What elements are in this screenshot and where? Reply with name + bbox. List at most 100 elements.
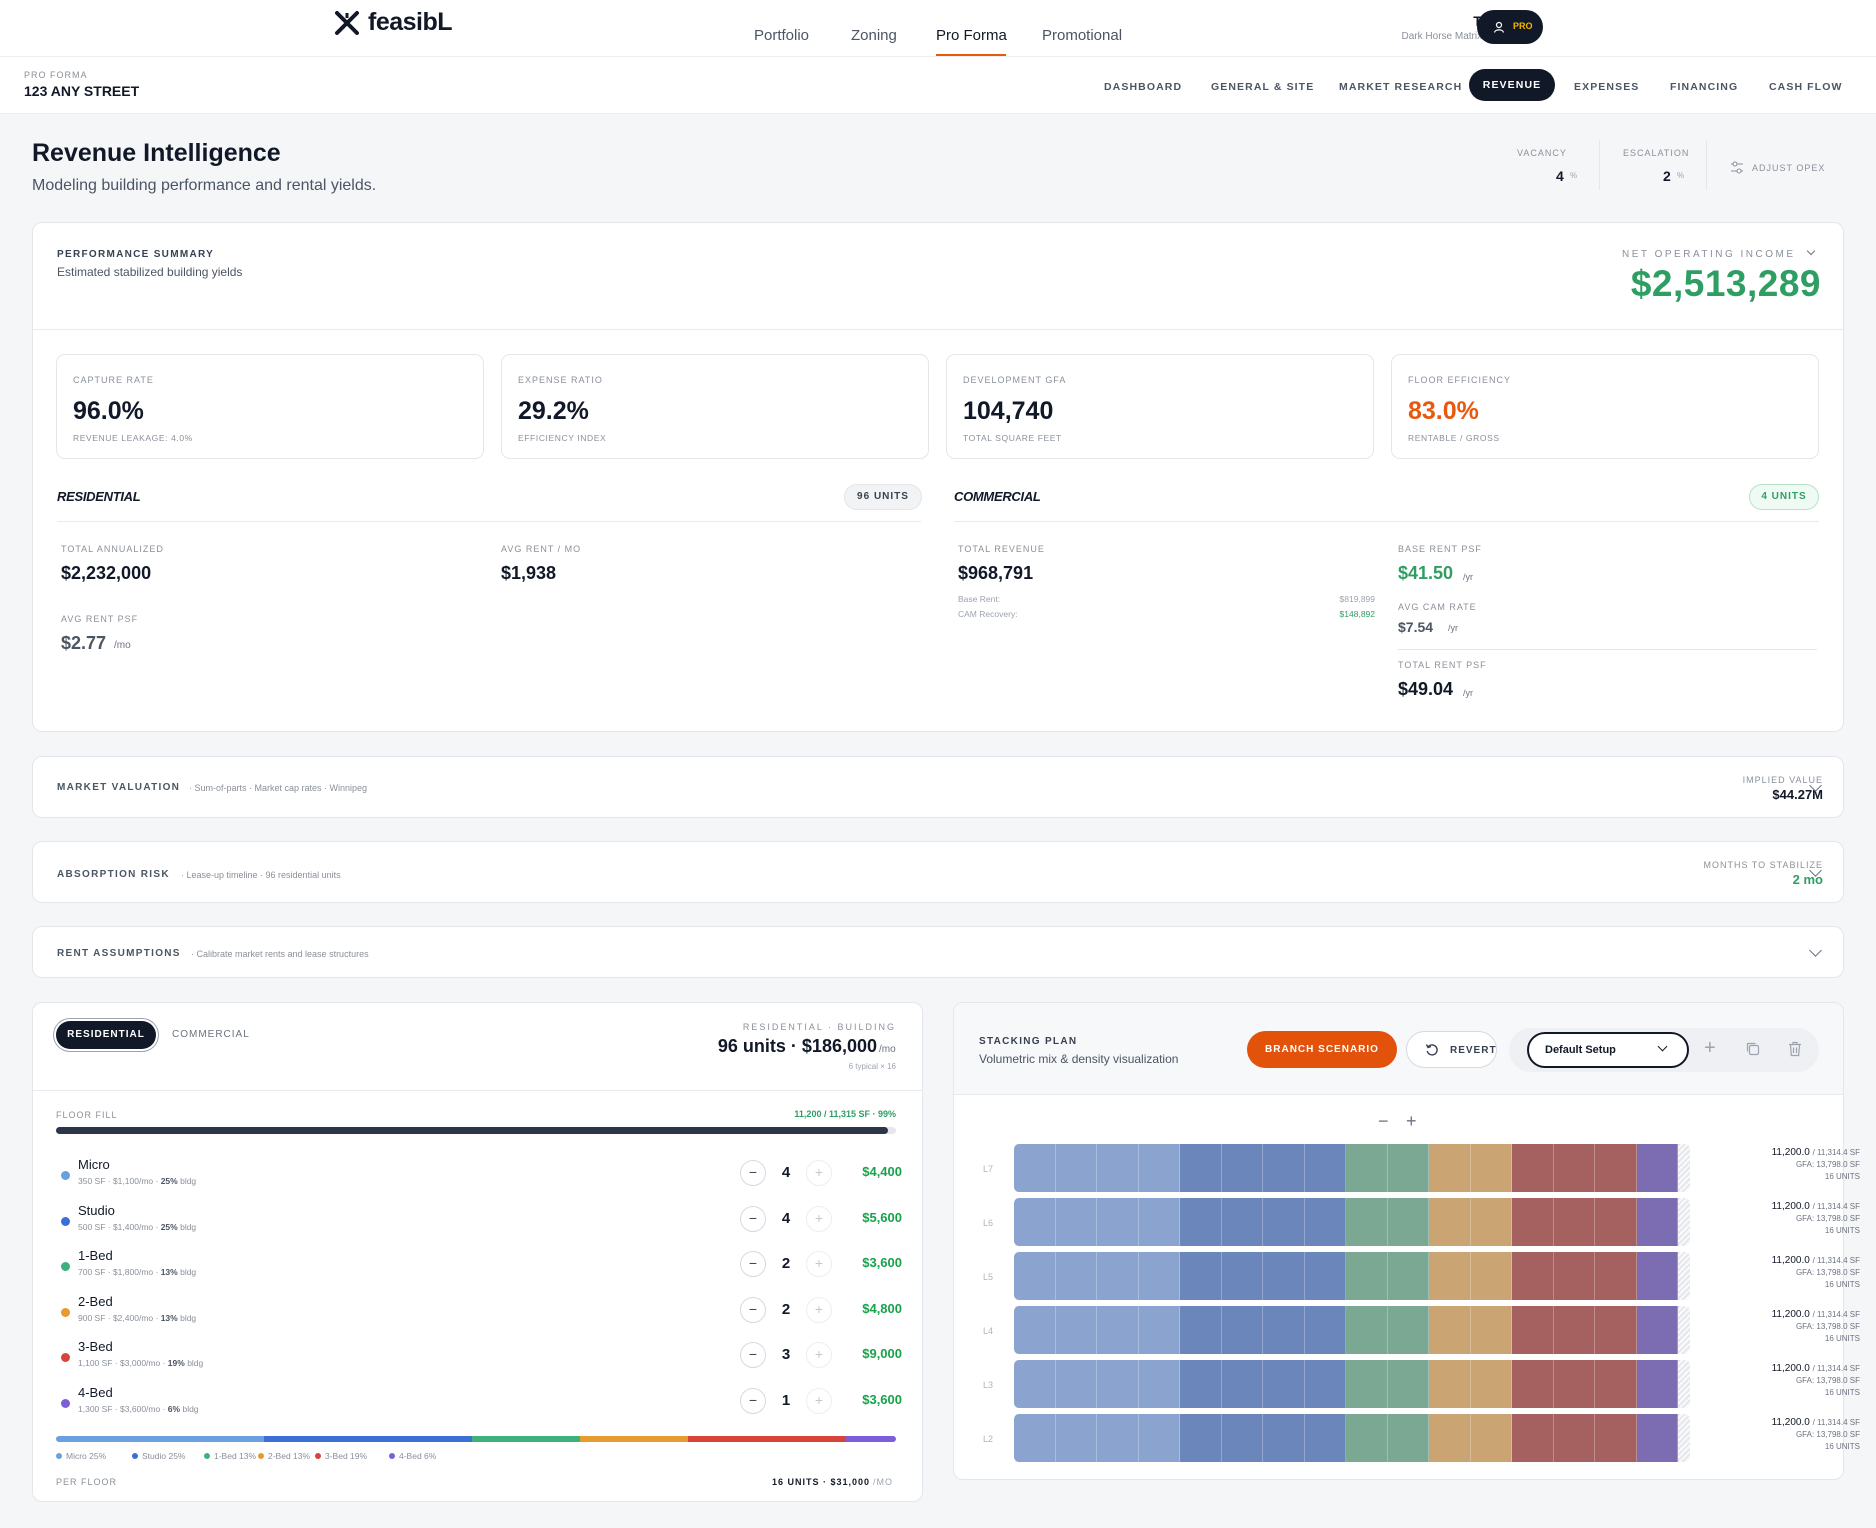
unit-block[interactable] xyxy=(1097,1414,1139,1462)
unit-block[interactable] xyxy=(1553,1306,1595,1354)
add-scenario-icon[interactable]: + xyxy=(1704,1037,1716,1059)
unit-block[interactable] xyxy=(1055,1198,1097,1246)
adjust-opex-button[interactable]: ADJUST OPEX xyxy=(1728,160,1858,178)
unit-block[interactable] xyxy=(1138,1252,1180,1300)
unit-block[interactable] xyxy=(1553,1360,1595,1408)
unit-block[interactable] xyxy=(1346,1252,1388,1300)
unit-block[interactable] xyxy=(1512,1198,1554,1246)
unit-block[interactable] xyxy=(1429,1252,1471,1300)
unit-block[interactable] xyxy=(1470,1144,1512,1192)
decrement-button[interactable]: − xyxy=(740,1297,766,1323)
zoom-in-icon[interactable]: + xyxy=(1406,1111,1417,1131)
rent-assumptions-section[interactable]: RENT ASSUMPTIONS · Calibrate market rent… xyxy=(32,926,1844,978)
unit-block[interactable] xyxy=(1014,1144,1056,1192)
unit-block[interactable] xyxy=(1304,1360,1346,1408)
unit-block[interactable] xyxy=(1595,1306,1637,1354)
tab-financing[interactable]: FINANCING xyxy=(1670,81,1739,93)
unit-block[interactable] xyxy=(1346,1414,1388,1462)
zoom-out-icon[interactable]: − xyxy=(1378,1111,1389,1131)
increment-button[interactable]: + xyxy=(806,1206,832,1232)
unit-quantity[interactable]: 4 xyxy=(781,1210,791,1227)
unit-block[interactable] xyxy=(1636,1414,1678,1462)
unit-block[interactable] xyxy=(1180,1252,1222,1300)
decrement-button[interactable]: − xyxy=(740,1388,766,1414)
unit-block[interactable] xyxy=(1636,1306,1678,1354)
unit-block[interactable] xyxy=(1138,1144,1180,1192)
unit-block[interactable] xyxy=(1263,1198,1305,1246)
unit-block[interactable] xyxy=(1636,1360,1678,1408)
unit-block[interactable] xyxy=(1595,1414,1637,1462)
duplicate-icon[interactable] xyxy=(1745,1041,1761,1057)
unit-block[interactable] xyxy=(1055,1144,1097,1192)
unit-block[interactable] xyxy=(1014,1414,1056,1462)
unit-block[interactable] xyxy=(1221,1198,1263,1246)
unit-block[interactable] xyxy=(1304,1198,1346,1246)
unit-block[interactable] xyxy=(1595,1360,1637,1408)
unit-block[interactable] xyxy=(1014,1252,1056,1300)
unit-block[interactable] xyxy=(1387,1306,1429,1354)
decrement-button[interactable]: − xyxy=(740,1342,766,1368)
feasibl-logo-icon[interactable] xyxy=(334,10,360,36)
escalation-input[interactable]: 2 xyxy=(1663,168,1671,184)
unit-block[interactable] xyxy=(1055,1306,1097,1354)
unit-block[interactable] xyxy=(1138,1360,1180,1408)
increment-button[interactable]: + xyxy=(806,1388,832,1414)
unit-block[interactable] xyxy=(1263,1252,1305,1300)
unit-block[interactable] xyxy=(1512,1144,1554,1192)
unit-block[interactable] xyxy=(1097,1360,1139,1408)
unit-block[interactable] xyxy=(1636,1198,1678,1246)
unit-block[interactable] xyxy=(1470,1198,1512,1246)
unit-block[interactable] xyxy=(1221,1306,1263,1354)
increment-button[interactable]: + xyxy=(806,1297,832,1323)
unit-block[interactable] xyxy=(1470,1252,1512,1300)
unit-quantity[interactable]: 1 xyxy=(781,1392,791,1409)
unit-block[interactable] xyxy=(1553,1414,1595,1462)
unit-block[interactable] xyxy=(1346,1306,1388,1354)
unit-block[interactable] xyxy=(1263,1306,1305,1354)
unit-block[interactable] xyxy=(1346,1360,1388,1408)
unit-block[interactable] xyxy=(1263,1144,1305,1192)
unit-block[interactable] xyxy=(1512,1360,1554,1408)
unit-block[interactable] xyxy=(1304,1144,1346,1192)
unit-block[interactable] xyxy=(1138,1306,1180,1354)
tab-dashboard[interactable]: DASHBOARD xyxy=(1104,81,1183,93)
nav-portfolio[interactable]: Portfolio xyxy=(754,27,810,44)
floor-bar-l6[interactable] xyxy=(1014,1198,1690,1246)
unit-block[interactable] xyxy=(1097,1252,1139,1300)
nav-zoning[interactable]: Zoning xyxy=(851,27,897,44)
unit-block[interactable] xyxy=(1180,1306,1222,1354)
unit-block[interactable] xyxy=(1304,1306,1346,1354)
unit-block[interactable] xyxy=(1304,1252,1346,1300)
floor-bar-l5[interactable] xyxy=(1014,1252,1690,1300)
unit-block[interactable] xyxy=(1055,1360,1097,1408)
unit-block[interactable] xyxy=(1221,1144,1263,1192)
unit-block[interactable] xyxy=(1429,1414,1471,1462)
unit-block[interactable] xyxy=(1055,1414,1097,1462)
trash-icon[interactable] xyxy=(1788,1041,1802,1057)
unit-block[interactable] xyxy=(1553,1198,1595,1246)
scenario-select[interactable]: Default Setup xyxy=(1527,1032,1689,1068)
unit-block[interactable] xyxy=(1429,1360,1471,1408)
brand-name[interactable]: feasibL xyxy=(368,8,453,36)
unit-block[interactable] xyxy=(1553,1144,1595,1192)
increment-button[interactable]: + xyxy=(806,1251,832,1277)
tab-revenue[interactable]: REVENUE xyxy=(1469,69,1555,101)
unit-block[interactable] xyxy=(1512,1252,1554,1300)
unit-block[interactable] xyxy=(1138,1414,1180,1462)
unit-block[interactable] xyxy=(1346,1198,1388,1246)
increment-button[interactable]: + xyxy=(806,1160,832,1186)
floor-bar-l4[interactable] xyxy=(1014,1306,1690,1354)
market-valuation-section[interactable]: MARKET VALUATION · Sum-of-parts · Market… xyxy=(32,756,1844,818)
absorption-risk-section[interactable]: ABSORPTION RISK · Lease-up timeline · 96… xyxy=(32,841,1844,903)
tab-residential[interactable]: RESIDENTIAL xyxy=(56,1021,156,1049)
unit-quantity[interactable]: 2 xyxy=(781,1255,791,1272)
tab-market-research[interactable]: MARKET RESEARCH xyxy=(1339,81,1463,93)
unit-block[interactable] xyxy=(1387,1252,1429,1300)
unit-block[interactable] xyxy=(1097,1198,1139,1246)
decrement-button[interactable]: − xyxy=(740,1251,766,1277)
unit-block[interactable] xyxy=(1387,1198,1429,1246)
unit-block[interactable] xyxy=(1595,1198,1637,1246)
unit-block[interactable] xyxy=(1553,1252,1595,1300)
nav-promotional[interactable]: Promotional xyxy=(1042,27,1123,44)
unit-block[interactable] xyxy=(1221,1414,1263,1462)
